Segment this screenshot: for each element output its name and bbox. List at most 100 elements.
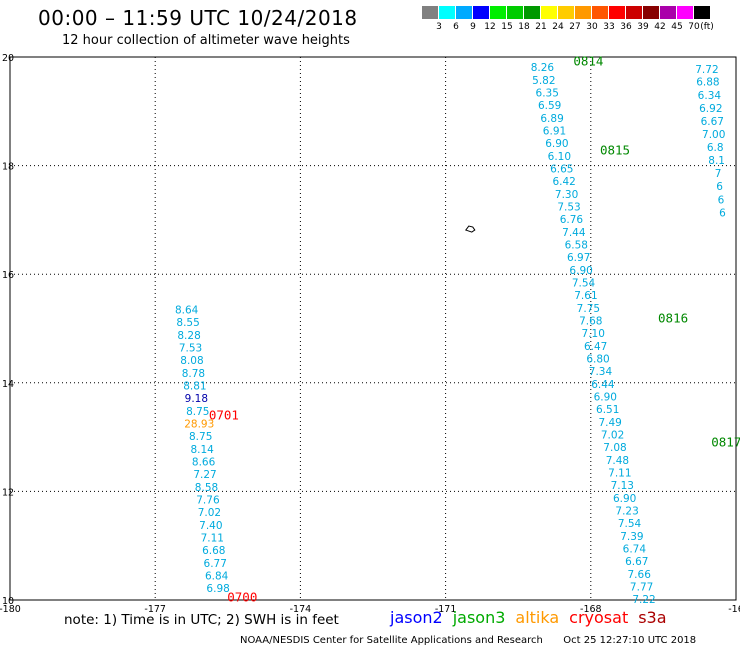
color-scale-label: 18 (518, 22, 530, 32)
x-tick-label: -171 (435, 604, 457, 615)
wave-height-value: 6 (718, 194, 725, 206)
color-swatch (643, 6, 660, 19)
wave-height-value: 6.47 (584, 341, 607, 353)
wave-height-value: 6.90 (594, 391, 617, 403)
wave-height-value: 7.02 (601, 429, 624, 441)
wave-height-value: 5.82 (532, 75, 555, 87)
wave-height-value: 8.28 (177, 330, 200, 342)
wave-height-value: 7.54 (572, 277, 596, 289)
wave-height-value: 8.26 (531, 62, 555, 74)
wave-height-value: 6.74 (623, 543, 647, 555)
y-tick-label: 18 (2, 162, 14, 173)
wave-height-value: 6.90 (569, 265, 592, 277)
wave-height-value: 7.44 (562, 227, 586, 239)
wave-height-value: 7.08 (603, 442, 626, 454)
wave-height-value: 6.8 (707, 142, 724, 154)
wave-height-value: 8.66 (192, 457, 216, 469)
wave-height-value: 6.88 (696, 76, 719, 88)
wave-height-value: 6.68 (202, 545, 225, 557)
wave-height-value: 8.64 (175, 304, 199, 316)
pass-time-label: 0816 (658, 311, 688, 326)
wave-height-value: 7.23 (615, 505, 638, 517)
wave-height-value: 7.10 (582, 328, 605, 340)
color-swatch (541, 6, 558, 19)
color-scale-label: 36 (620, 22, 632, 32)
wave-height-value: 8.08 (180, 355, 203, 367)
color-scale-label: 30 (586, 22, 598, 32)
wave-height-value: 8.14 (190, 444, 214, 456)
color-swatch (694, 6, 711, 19)
pass-time-label: 0815 (600, 142, 630, 157)
wave-height-value: 6.35 (536, 87, 559, 99)
wave-height-value: 7.40 (199, 520, 222, 532)
color-swatch (524, 6, 541, 19)
wave-height-value: 7.30 (555, 189, 578, 201)
color-swatch (422, 6, 439, 19)
wave-height-value: 6.84 (205, 571, 229, 583)
wave-height-value: 8.75 (186, 406, 209, 418)
wave-height-value: 7.34 (589, 366, 613, 378)
y-tick-label: 14 (2, 379, 14, 390)
wave-height-value: 7.68 (579, 315, 602, 327)
wave-height-value: 7.75 (577, 303, 600, 315)
color-scale-label: 21 (535, 22, 547, 32)
island-outline (464, 225, 476, 233)
color-swatch (490, 6, 507, 19)
wave-height-value: 6.42 (552, 176, 575, 188)
units-note: note: 1) Time is in UTC; 2) SWH is in fe… (64, 612, 339, 628)
wave-height-value: 7.27 (193, 469, 216, 481)
wave-height-value: 7.39 (620, 531, 643, 543)
color-scale-label: 42 (654, 22, 666, 32)
chart-subtitle: 12 hour collection of altimeter wave hei… (62, 33, 350, 48)
color-scale-label: 27 (569, 22, 581, 32)
wave-height-value: 7.22 (632, 594, 655, 606)
wave-height-value: 7.53 (179, 343, 202, 355)
color-swatch (626, 6, 643, 19)
color-swatch (558, 6, 575, 19)
color-swatch (575, 6, 592, 19)
satellite-legend: jason2 jason3 altika cryosat s3a (390, 608, 677, 627)
x-tick-label: -174 (290, 604, 312, 615)
wave-height-value: 6.92 (699, 103, 722, 115)
wave-height-value: 6.67 (701, 116, 724, 128)
wave-height-value: 28.93 (184, 419, 214, 431)
satellite-legend-altika: altika (515, 608, 560, 627)
wave-height-value: 7.66 (628, 569, 652, 581)
color-scale-label: 70 (688, 22, 700, 32)
wave-height-value: 7.54 (618, 518, 642, 530)
wave-height-value: 7.48 (606, 455, 629, 467)
wave-height-value: 7 (715, 168, 722, 180)
wave-height-value: 7.72 (695, 64, 718, 76)
pass-time-label: 0817 (711, 435, 740, 450)
wave-height-value: 6.80 (586, 353, 609, 365)
satellite-legend-jason2: jason2 (390, 608, 443, 627)
color-scale-label: 12 (484, 22, 496, 32)
color-scale-unit: (ft) (700, 22, 714, 32)
wave-height-value: 6.98 (206, 583, 229, 595)
color-swatch (473, 6, 490, 19)
wave-height-value: 6 (716, 181, 723, 193)
wave-height-value: 7.00 (702, 129, 725, 141)
color-swatch (660, 6, 677, 19)
wave-height-value: 6.76 (560, 214, 584, 226)
color-swatch (507, 6, 524, 19)
wave-height-value: 7.61 (574, 290, 597, 302)
wave-height-value: 7.49 (598, 417, 621, 429)
color-scale-label: 24 (552, 22, 564, 32)
pass-time-label: 0700 (227, 589, 257, 604)
wave-height-value: 6.59 (538, 100, 561, 112)
wave-height-value: 7.77 (630, 581, 653, 593)
wave-height-value: 7.02 (198, 507, 221, 519)
wave-height-value: 7.53 (557, 201, 580, 213)
color-swatch (677, 6, 694, 19)
credit-text: NOAA/NESDIS Center for Satellite Applica… (240, 635, 543, 646)
wave-height-value: 8.55 (176, 317, 199, 329)
wave-height-value: 6.10 (548, 151, 571, 163)
plot-frame (9, 56, 737, 601)
wave-height-value: 6.89 (540, 113, 563, 125)
satellite-legend-jason3: jason3 (452, 608, 506, 627)
color-scale-label: 3 (436, 22, 442, 32)
color-scale-label: 6 (453, 22, 459, 32)
color-swatch (456, 6, 473, 19)
generated-timestamp: Oct 25 12:27:10 UTC 2018 (563, 635, 697, 646)
